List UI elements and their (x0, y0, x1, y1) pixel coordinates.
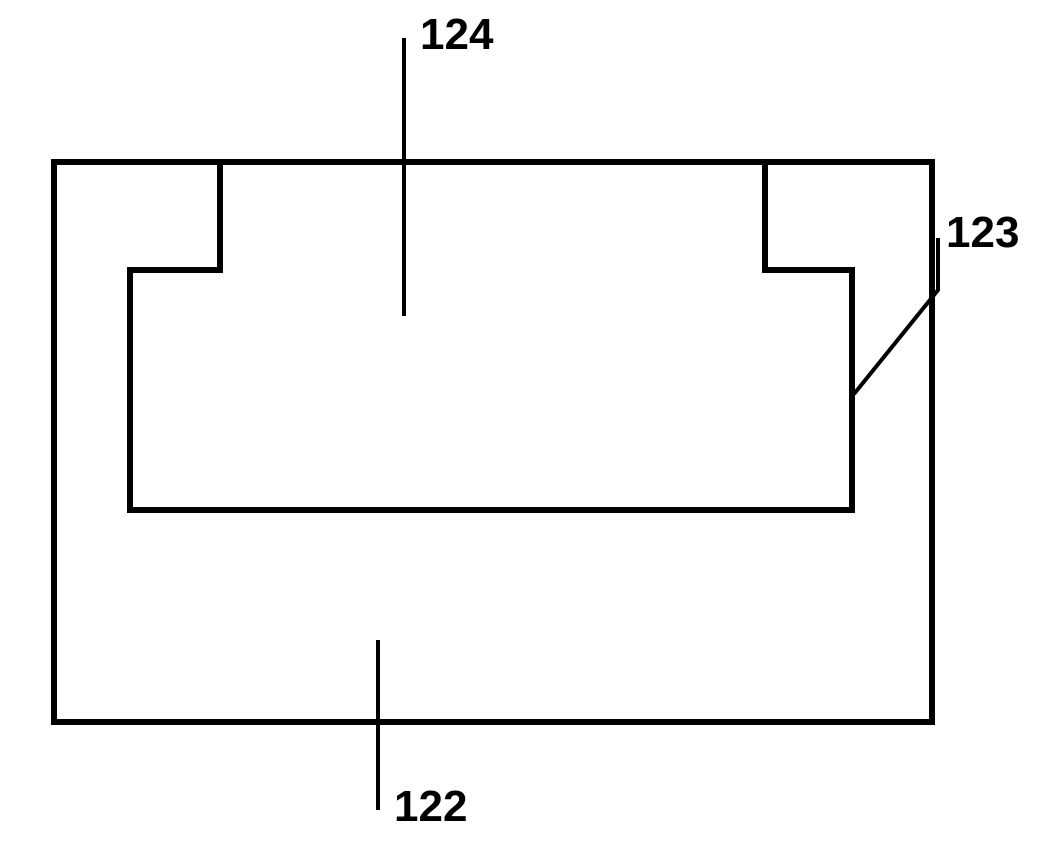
diagram-canvas (0, 0, 1048, 847)
leader-123 (854, 238, 938, 394)
label-124: 124 (420, 10, 493, 60)
label-123: 123 (946, 208, 1019, 258)
outer-rect (54, 162, 932, 722)
inner-shape (130, 162, 852, 510)
outer-body (54, 162, 932, 722)
label-122: 122 (394, 782, 467, 832)
inner-cavity (130, 162, 852, 510)
